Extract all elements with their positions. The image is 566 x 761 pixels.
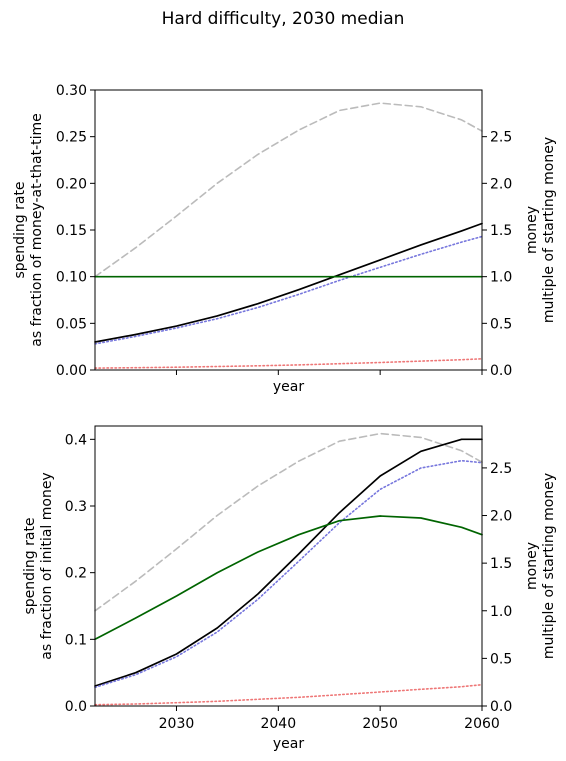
left-y-tick-label: 0.1	[65, 632, 87, 648]
series-line-research	[94, 235, 483, 345]
x-tick-label: 2030	[159, 716, 195, 732]
right-y-tick-label: 0.0	[490, 363, 512, 379]
x-tick-label: 2040	[260, 716, 296, 732]
figure-title: Hard difficulty, 2030 median	[162, 9, 405, 29]
plot-frame	[94, 89, 483, 371]
right-y-tick-label: 2.0	[490, 176, 512, 192]
left-y-axis-label-line2: as fraction of money-at-that-time	[29, 113, 45, 347]
right-y-tick-label: 0.5	[490, 316, 512, 332]
left-y-tick-label: 0.10	[56, 270, 87, 286]
right-y-tick-label: 1.5	[490, 223, 512, 239]
plot-frame	[94, 425, 483, 707]
left-y-axis-label-line1: spending rate	[22, 517, 38, 614]
series-line-influence	[94, 683, 483, 706]
right-y-tick-label: 1.0	[490, 270, 512, 286]
right-y-axis-label-line1: money	[524, 206, 540, 254]
left-y-tick-label: 0.2	[65, 566, 87, 582]
left-y-tick-label: 0.05	[56, 316, 87, 332]
chart-panel-2: 2030 2040 2050 2060 year 0.0 0.1 0.2 0.3 0.4 0.0 0.…	[22, 425, 557, 752]
right-y-tick-label: 0.0	[490, 699, 512, 715]
left-y-tick-label: 0.3	[65, 499, 87, 515]
right-y-axis-label-line2: multiple of starting money	[541, 473, 557, 659]
series-line-total_spending	[94, 222, 483, 343]
left-y-tick-label: 0.15	[56, 223, 87, 239]
left-y-tick-label: 0.20	[56, 176, 87, 192]
x-tick-label: 2060	[464, 716, 500, 732]
right-y-tick-label: 2.5	[490, 130, 512, 146]
x-axis-label: year	[273, 736, 304, 752]
left-y-tick-label: 0.0	[65, 699, 87, 715]
series-line-rate	[94, 515, 483, 641]
chart-panel-1: year 0.00 0.05 0.10 0.15 0.20 0.25 0.30 0.0 0.5 1.…	[12, 83, 557, 395]
series-line-total_spending	[94, 438, 483, 687]
right-y-tick-label: 2.0	[490, 509, 512, 525]
left-y-tick-label: 0.4	[65, 432, 87, 448]
left-y-axis-label-line2: as fraction of initial money	[39, 472, 55, 659]
right-y-axis-label-line2: multiple of starting money	[541, 137, 557, 323]
right-y-tick-label: 1.0	[490, 604, 512, 620]
left-y-axis-label-line1: spending rate	[12, 181, 28, 278]
left-y-tick-label: 0.00	[56, 363, 87, 379]
series-line-research	[94, 459, 483, 689]
series-line-money	[94, 102, 483, 278]
right-y-tick-label: 0.5	[490, 651, 512, 667]
series-line-money	[94, 432, 483, 612]
x-axis-label: year	[273, 379, 304, 395]
left-y-tick-label: 0.30	[56, 83, 87, 99]
right-y-tick-label: 2.5	[490, 461, 512, 477]
x-tick-label: 2050	[362, 716, 398, 732]
left-y-tick-label: 0.25	[56, 130, 87, 146]
right-y-axis-label-line1: money	[524, 542, 540, 590]
right-y-tick-label: 1.5	[490, 556, 512, 572]
series-line-influence	[94, 357, 483, 369]
